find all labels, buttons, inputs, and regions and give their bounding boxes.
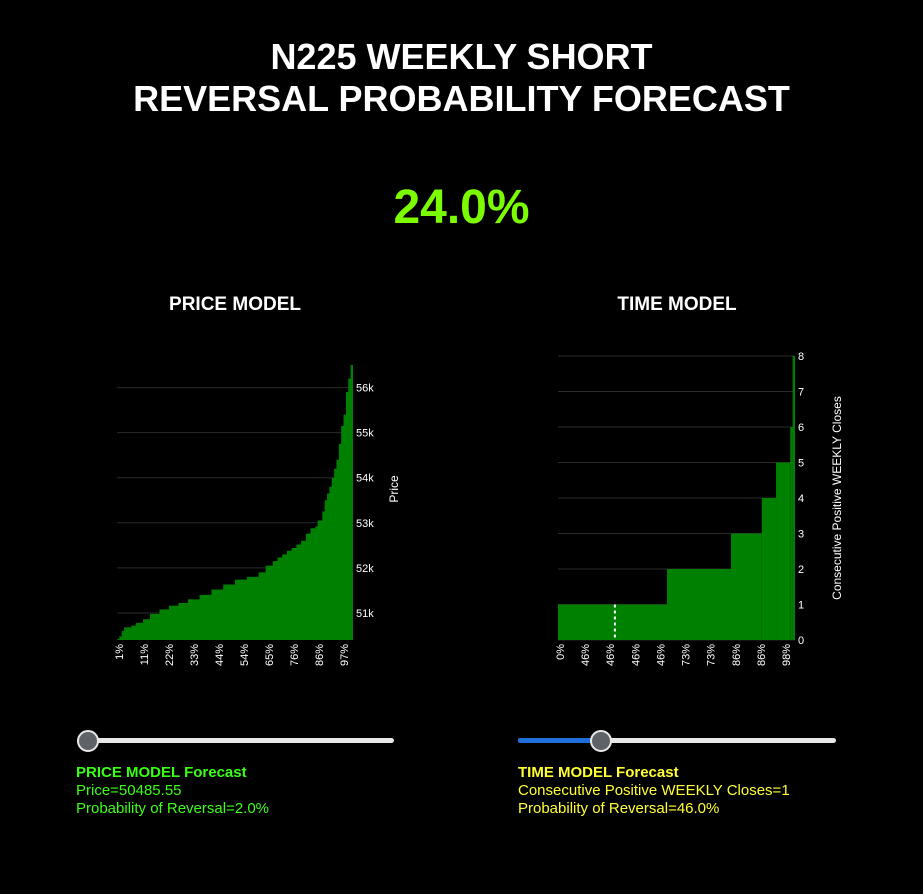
y-tick-label: 3 (798, 529, 804, 541)
y-tick-label: 7 (798, 387, 804, 399)
title-line-2: REVERSAL PROBABILITY FORECAST (133, 78, 790, 119)
y-tick-label: 2 (798, 564, 804, 576)
x-tick-label: 86% (731, 644, 743, 666)
y-tick-label: 6 (798, 422, 804, 434)
page-title: N225 WEEKLY SHORT REVERSAL PROBABILITY F… (0, 36, 923, 120)
time-model-chart: 0 1 2 3 4 5 6 7 8 0% 46% 46% 46% 46% 73% 73% 86% 86% 98% Co… (555, 351, 844, 666)
x-tick-label: 98% (781, 644, 793, 666)
time-slider-track[interactable] (518, 738, 836, 743)
x-tick-label: 44% (214, 644, 226, 666)
x-tick-label: 97% (339, 644, 351, 666)
x-tick-label: 73% (706, 644, 718, 666)
y-tick-label: 1 (798, 600, 804, 612)
time-forecast-closes: Consecutive Positive WEEKLY Closes=1 (518, 782, 790, 799)
y-tick-label: 56k (356, 383, 374, 395)
time-model-forecast: TIME MODEL Forecast Consecutive Positive… (518, 764, 790, 818)
x-tick-label: 33% (189, 644, 201, 666)
price-slider-track[interactable] (78, 738, 394, 743)
y-tick-label: 55k (356, 428, 374, 440)
price-model-slider[interactable] (77, 727, 394, 757)
x-tick-label: 46% (580, 644, 592, 666)
price-forecast-header: PRICE MODEL Forecast (76, 764, 247, 781)
y-tick-label: 54k (356, 473, 374, 485)
step-bar (761, 498, 777, 640)
y-tick-label: 51k (356, 608, 374, 620)
x-tick-label: 86% (314, 644, 326, 666)
x-tick-label: 86% (756, 644, 768, 666)
y-tick-label: 52k (356, 563, 374, 575)
step-bar (776, 462, 791, 640)
step-bar (558, 604, 668, 640)
x-tick-label: 76% (289, 644, 301, 666)
step-bar (792, 356, 795, 640)
y-tick-label: 8 (798, 351, 804, 363)
price-forecast-price: Price=50485.55 (76, 782, 182, 799)
x-tick-label: 22% (164, 644, 176, 666)
y-tick-label: 0 (798, 635, 804, 647)
y-tick-label: 5 (798, 458, 804, 470)
time-slider-fill (518, 738, 601, 743)
price-model-forecast: PRICE MODEL Forecast Price=50485.55 Prob… (76, 764, 269, 818)
x-tick-label: 1% (114, 644, 126, 660)
price-slider-handle[interactable] (77, 730, 99, 752)
y-axis-title: Consecutive Positive WEEKLY Closes (830, 396, 844, 600)
x-tick-label: 54% (239, 644, 251, 666)
x-tick-label: 65% (264, 644, 276, 666)
x-tick-label: 73% (681, 644, 693, 666)
y-axis-title: Price (387, 475, 401, 503)
time-forecast-probability: Probability of Reversal=46.0% (518, 800, 720, 817)
time-model-title: TIME MODEL (617, 294, 737, 315)
y-tick-label: 53k (356, 518, 374, 530)
step-bar (731, 533, 762, 640)
price-model-title: PRICE MODEL (169, 294, 301, 315)
y-tick-label: 4 (798, 493, 804, 505)
x-tick-label: 46% (655, 644, 667, 666)
time-model-slider[interactable] (518, 727, 836, 757)
headline-probability: 24.0% (393, 181, 530, 234)
x-tick-label: 11% (139, 644, 151, 665)
x-tick-label: 46% (605, 644, 617, 666)
x-tick-label: 46% (630, 644, 642, 666)
price-area (117, 342, 353, 640)
time-slider-handle[interactable] (589, 730, 612, 752)
time-forecast-header: TIME MODEL Forecast (518, 764, 679, 781)
step-bar (790, 427, 793, 640)
title-line-1: N225 WEEKLY SHORT (270, 36, 653, 77)
x-tick-label: 0% (555, 644, 567, 660)
step-bar (667, 569, 732, 640)
price-forecast-probability: Probability of Reversal=2.0% (76, 800, 270, 817)
price-model-chart: 51k 52k 53k 54k 55k 56k 1% 11% 22% 33% 44% 54% 65% 76… (114, 342, 401, 666)
